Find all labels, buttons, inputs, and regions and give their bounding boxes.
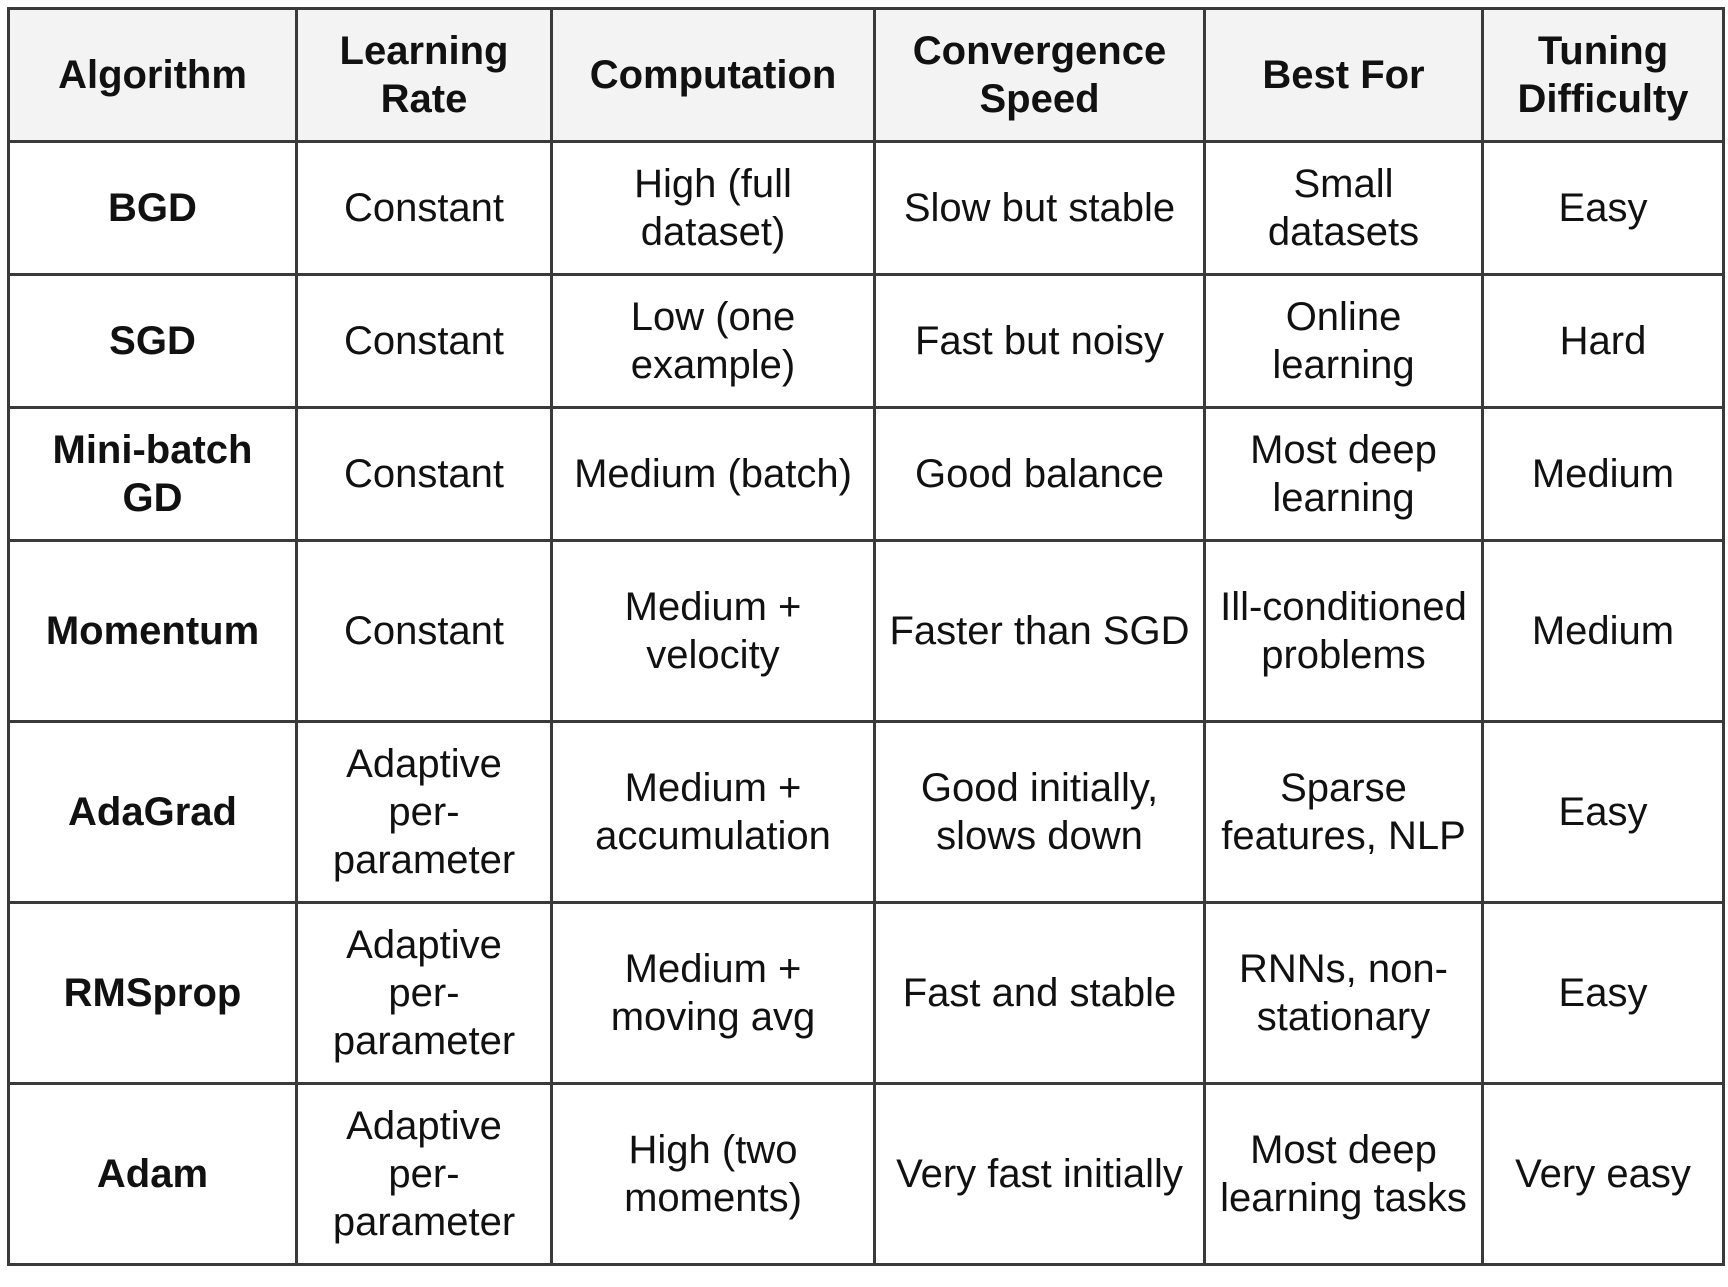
best-for-cell: Small datasets (1203, 140, 1484, 276)
table-row: SGD Constant Low (one example) Fast but … (7, 273, 1725, 409)
convergence-speed-cell: Very fast initially (873, 1082, 1206, 1266)
computation-cell: Medium + moving avg (550, 901, 876, 1085)
best-for-cell: Most deep learning (1203, 406, 1484, 542)
computation-cell: High (two moments) (550, 1082, 876, 1266)
convergence-speed-cell: Fast but noisy (873, 273, 1206, 409)
learning-rate-cell: Adaptive per-parameter (295, 901, 553, 1085)
best-for-cell: Sparse features, NLP (1203, 720, 1484, 904)
algorithm-cell: BGD (7, 140, 298, 276)
table-row: AdaGrad Adaptive per-parameter Medium + … (7, 720, 1725, 904)
algorithm-cell: Mini-batch GD (7, 406, 298, 542)
algorithm-cell: Adam (7, 1082, 298, 1266)
algorithm-cell: Momentum (7, 539, 298, 723)
header-algorithm: Algorithm (7, 7, 298, 143)
header-row: Algorithm Learning Rate Computation Conv… (7, 7, 1725, 143)
tuning-difficulty-cell: Easy (1481, 720, 1725, 904)
header-convergence-speed: Convergence Speed (873, 7, 1206, 143)
table-row: BGD Constant High (full dataset) Slow bu… (7, 140, 1725, 276)
convergence-speed-cell: Fast and stable (873, 901, 1206, 1085)
tuning-difficulty-cell: Medium (1481, 406, 1725, 542)
best-for-cell: Most deep learning tasks (1203, 1082, 1484, 1266)
tuning-difficulty-cell: Hard (1481, 273, 1725, 409)
computation-cell: High (full dataset) (550, 140, 876, 276)
header-tuning-difficulty: Tuning Difficulty (1481, 7, 1725, 143)
convergence-speed-cell: Slow but stable (873, 140, 1206, 276)
computation-cell: Low (one example) (550, 273, 876, 409)
header-learning-rate: Learning Rate (295, 7, 553, 143)
table-row: Mini-batch GD Constant Medium (batch) Go… (7, 406, 1725, 542)
learning-rate-cell: Adaptive per-parameter (295, 1082, 553, 1266)
table-row: Momentum Constant Medium + velocity Fast… (7, 539, 1725, 723)
algorithm-cell: SGD (7, 273, 298, 409)
optimizer-comparison-table: Algorithm Learning Rate Computation Conv… (7, 7, 1725, 1266)
algorithm-cell: AdaGrad (7, 720, 298, 904)
convergence-speed-cell: Good initially, slows down (873, 720, 1206, 904)
header-best-for: Best For (1203, 7, 1484, 143)
learning-rate-cell: Constant (295, 273, 553, 409)
table-row: RMSprop Adaptive per-parameter Medium + … (7, 901, 1725, 1085)
best-for-cell: Ill-conditioned problems (1203, 539, 1484, 723)
computation-cell: Medium (batch) (550, 406, 876, 542)
best-for-cell: Online learning (1203, 273, 1484, 409)
tuning-difficulty-cell: Very easy (1481, 1082, 1725, 1266)
computation-cell: Medium + accumulation (550, 720, 876, 904)
learning-rate-cell: Constant (295, 140, 553, 276)
learning-rate-cell: Constant (295, 539, 553, 723)
convergence-speed-cell: Faster than SGD (873, 539, 1206, 723)
algorithm-cell: RMSprop (7, 901, 298, 1085)
computation-cell: Medium + velocity (550, 539, 876, 723)
tuning-difficulty-cell: Easy (1481, 901, 1725, 1085)
learning-rate-cell: Adaptive per-parameter (295, 720, 553, 904)
tuning-difficulty-cell: Medium (1481, 539, 1725, 723)
convergence-speed-cell: Good balance (873, 406, 1206, 542)
learning-rate-cell: Constant (295, 406, 553, 542)
best-for-cell: RNNs, non-stationary (1203, 901, 1484, 1085)
table-row: Adam Adaptive per-parameter High (two mo… (7, 1082, 1725, 1266)
header-computation: Computation (550, 7, 876, 143)
tuning-difficulty-cell: Easy (1481, 140, 1725, 276)
